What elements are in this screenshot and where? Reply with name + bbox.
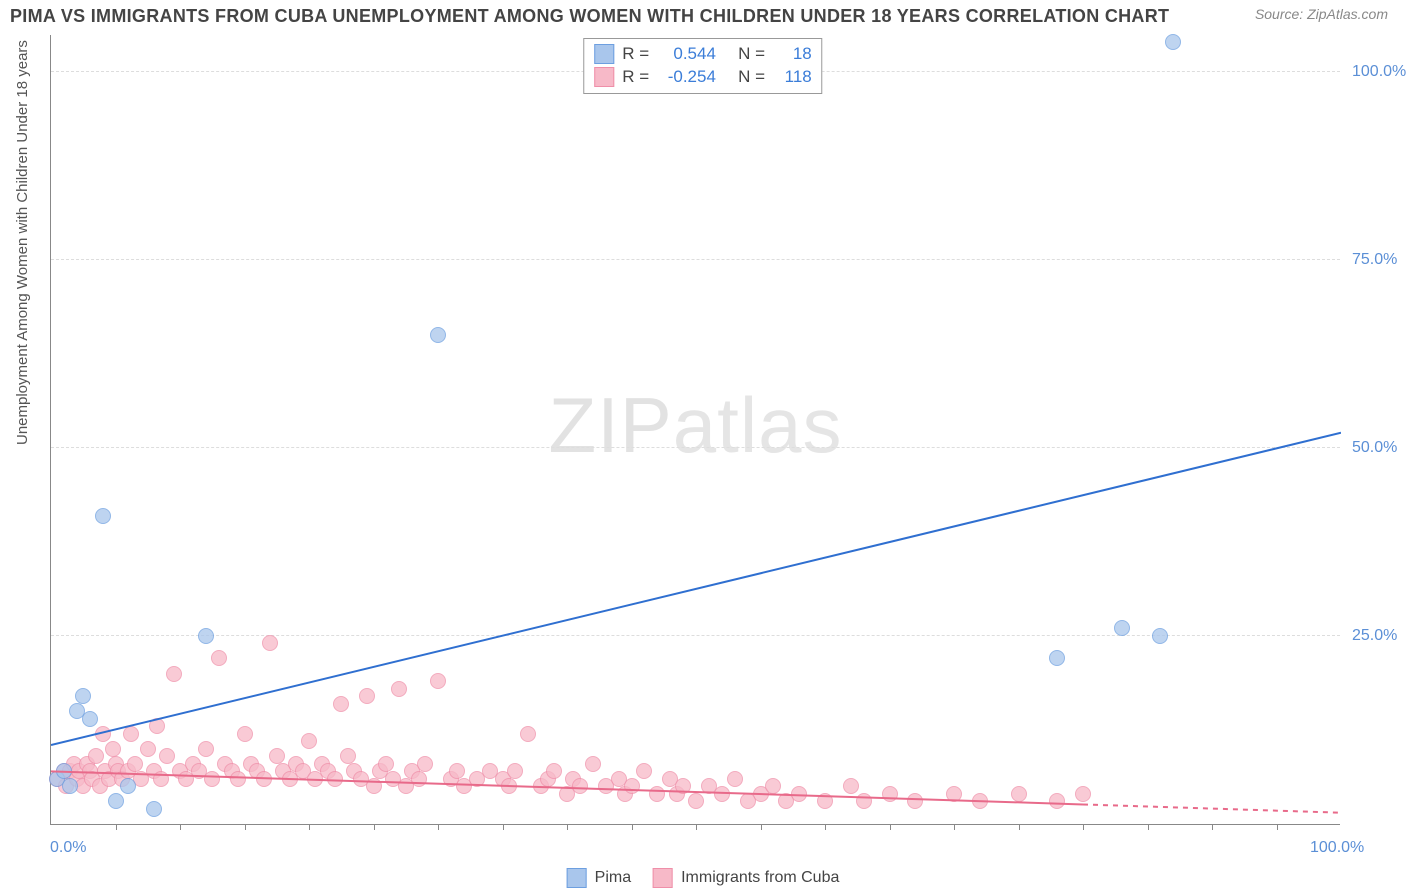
trend-line: [1083, 804, 1341, 812]
legend-label: Pima: [595, 869, 631, 887]
x-minor-tick: [1019, 824, 1020, 830]
x-minor-tick: [180, 824, 181, 830]
trend-line: [51, 771, 1083, 804]
stats-box: R = 0.544 N = 18R = -0.254 N = 118: [583, 38, 822, 94]
x-minor-tick: [890, 824, 891, 830]
legend-label: Immigrants from Cuba: [681, 869, 839, 887]
stat-r-value: -0.254: [662, 66, 716, 89]
y-tick-label: 100.0%: [1352, 63, 1406, 81]
stat-n-label: N =: [724, 66, 770, 89]
x-minor-tick: [503, 824, 504, 830]
y-tick-label: 75.0%: [1352, 251, 1397, 269]
x-minor-tick: [374, 824, 375, 830]
x-minor-tick: [696, 824, 697, 830]
stat-r-value: 0.544: [662, 43, 716, 66]
x-minor-tick: [954, 824, 955, 830]
y-tick-label: 25.0%: [1352, 627, 1397, 645]
x-minor-tick: [761, 824, 762, 830]
x-minor-tick: [1277, 824, 1278, 830]
x-minor-tick: [1148, 824, 1149, 830]
stat-n-value: 118: [778, 66, 812, 89]
stats-row: R = -0.254 N = 118: [594, 66, 811, 89]
legend-swatch: [653, 868, 673, 888]
stat-r-label: R =: [622, 43, 654, 66]
x-tick-label: 100.0%: [1310, 839, 1364, 857]
stat-n-value: 18: [778, 43, 812, 66]
x-minor-tick: [1083, 824, 1084, 830]
plot-area: ZIPatlas: [50, 35, 1340, 825]
source-label: Source: ZipAtlas.com: [1255, 6, 1388, 22]
x-minor-tick: [567, 824, 568, 830]
legend-item: Immigrants from Cuba: [653, 868, 839, 888]
trend-svg: [51, 34, 1341, 824]
x-minor-tick: [825, 824, 826, 830]
x-minor-tick: [116, 824, 117, 830]
chart-title: PIMA VS IMMIGRANTS FROM CUBA UNEMPLOYMEN…: [10, 6, 1169, 27]
x-minor-tick: [1212, 824, 1213, 830]
stat-r-label: R =: [622, 66, 654, 89]
legend-item: Pima: [567, 868, 631, 888]
x-minor-tick: [438, 824, 439, 830]
y-axis-title: Unemployment Among Women with Children U…: [14, 40, 31, 445]
x-minor-tick: [632, 824, 633, 830]
stats-row: R = 0.544 N = 18: [594, 43, 811, 66]
y-tick-label: 50.0%: [1352, 439, 1397, 457]
x-tick-label: 0.0%: [50, 839, 86, 857]
stats-swatch: [594, 44, 614, 64]
legend-swatch: [567, 868, 587, 888]
stat-n-label: N =: [724, 43, 770, 66]
chart-container: PIMA VS IMMIGRANTS FROM CUBA UNEMPLOYMEN…: [0, 0, 1406, 892]
bottom-legend: Pima Immigrants from Cuba: [567, 868, 840, 888]
x-minor-tick: [309, 824, 310, 830]
stats-swatch: [594, 67, 614, 87]
x-minor-tick: [245, 824, 246, 830]
trend-line: [51, 433, 1341, 745]
